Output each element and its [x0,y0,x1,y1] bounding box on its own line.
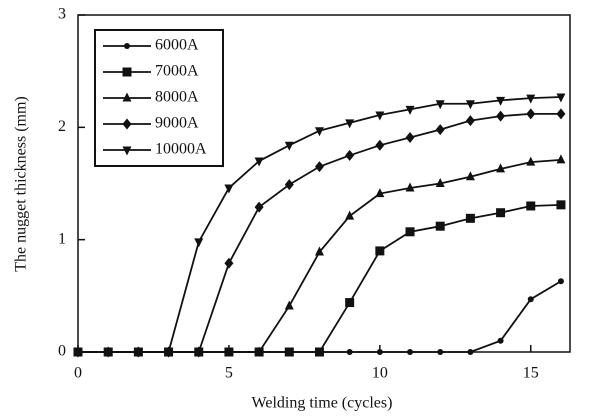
marker [122,146,132,156]
marker [465,100,475,110]
marker [346,349,353,355]
marker [314,161,324,173]
marker [526,156,536,166]
marker [345,119,355,129]
marker [556,93,566,103]
marker [375,246,385,256]
marker [465,213,475,223]
marker [124,43,130,49]
marker [284,300,294,310]
marker [467,349,474,355]
marker [526,201,536,211]
marker [73,348,83,358]
legend-label: 6000A [155,37,199,54]
marker [376,349,383,355]
marker [314,246,324,256]
y-tick-label: 3 [58,6,66,23]
series-line [78,159,562,353]
marker [527,296,534,303]
marker [164,348,174,358]
marker [435,124,445,136]
marker [224,257,234,269]
legend-label: 7000A [155,63,199,80]
marker [465,115,475,127]
y-axis-label: The nugget thickness (mm) [13,96,30,272]
marker [345,149,355,161]
marker [497,337,504,344]
y-tick-label: 0 [58,343,66,360]
legend-label: 9000A [155,115,199,132]
marker [194,346,204,358]
x-tick-label: 5 [225,365,233,382]
marker [345,298,355,308]
x-axis-label: Welding time (cycles) [252,395,393,412]
legend-label: 10000A [155,141,207,158]
marker [435,178,445,187]
marker [526,94,536,104]
marker [103,348,113,358]
marker [375,188,385,198]
marker [254,157,264,167]
marker [435,221,445,231]
marker [254,346,264,356]
marker [556,108,566,120]
marker [405,182,415,192]
marker [375,111,385,121]
marker [407,349,414,355]
y-tick-label: 2 [58,118,66,135]
marker [437,349,444,355]
marker [122,67,132,77]
marker [314,127,324,137]
marker [405,227,415,237]
x-tick-label: 0 [74,365,82,382]
marker [345,210,355,220]
marker [435,100,445,110]
x-tick-label: 15 [523,365,539,382]
series-line [78,203,561,353]
marker [224,184,234,194]
marker [375,139,385,151]
marker [224,346,234,356]
marker [133,348,143,358]
series-line [78,280,562,353]
marker [284,141,294,151]
marker [526,108,536,120]
marker [496,163,506,173]
x-tick-label: 10 [372,365,388,382]
marker [284,347,294,357]
marker [122,92,132,102]
marker [405,105,415,115]
marker [314,347,324,357]
marker [194,238,204,248]
marker [496,96,506,106]
marker [556,200,566,210]
marker [122,118,132,130]
marker [557,278,564,285]
marker [405,131,415,143]
y-tick-label: 1 [58,230,66,247]
marker [556,154,566,164]
marker [284,179,294,191]
marker [496,110,506,122]
marker [465,171,475,181]
marker [496,208,506,218]
marker [254,201,264,213]
legend-label: 8000A [155,89,199,106]
